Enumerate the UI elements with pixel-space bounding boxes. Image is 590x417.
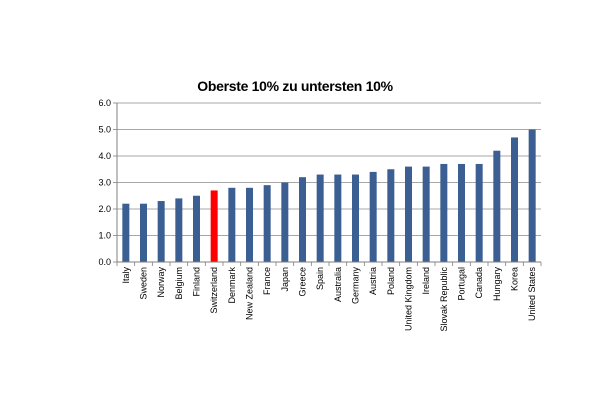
bars (122, 129, 536, 262)
x-tick-label: Germany (351, 267, 361, 305)
bar-korea (511, 137, 518, 262)
bar-canada (475, 163, 483, 262)
x-tick-label: Sweden (139, 267, 149, 300)
bar-denmark (228, 187, 236, 262)
x-tick-label: Slovak Republic (439, 267, 449, 332)
x-tick-label: United Kingdom (404, 267, 414, 331)
x-tick-label: Japan (280, 267, 290, 292)
bar-poland (387, 169, 395, 262)
axes (116, 103, 541, 263)
y-tick-label: 2.0 (98, 204, 111, 214)
x-tick-label: New Zealand (245, 267, 255, 320)
gridlines (113, 102, 541, 263)
bar-australia (334, 174, 342, 262)
x-axis-ticks: Italy Sweden Norway Belgium Finland Switzerla… (116, 262, 542, 332)
bar-austria (369, 171, 377, 262)
x-tick-label: Belgium (174, 267, 184, 300)
y-axis-ticks: 0.0 1.0 2.0 3.0 4.0 5.0 6.0 (98, 98, 111, 267)
x-tick-label: Switzerland (209, 267, 219, 314)
bar-belgium (175, 198, 183, 262)
y-tick-label: 0.0 (98, 257, 111, 267)
bar-italy (122, 203, 130, 262)
x-tick-label: Poland (386, 267, 396, 295)
bar-norway (157, 201, 165, 262)
y-tick-label: 3.0 (98, 178, 111, 188)
y-tick-label: 5.0 (98, 125, 111, 135)
bar-japan (281, 182, 289, 262)
bar-ireland (422, 166, 430, 262)
x-tick-label: France (262, 267, 272, 295)
x-tick-label: Ireland (421, 267, 431, 295)
y-tick-label: 1.0 (98, 231, 111, 241)
bar-united-states (528, 129, 536, 262)
bar-sweden (140, 203, 147, 262)
x-tick-label: Greece (298, 267, 308, 297)
y-tick-label: 4.0 (98, 151, 111, 161)
bar-switzerland (210, 190, 218, 262)
bar-hungary (493, 150, 501, 262)
y-tick-label: 6.0 (98, 98, 111, 108)
bar-new-zealand (246, 187, 253, 262)
x-tick-label: Italy (121, 267, 131, 284)
bar-finland (193, 195, 200, 262)
x-tick-label: United States (527, 267, 537, 322)
x-tick-label: Portugal (457, 267, 467, 301)
bar-france (263, 185, 271, 262)
x-tick-label: Denmark (227, 267, 237, 304)
bar-slovak-republic (440, 163, 448, 262)
bar-portugal (458, 163, 465, 262)
x-tick-label: Canada (474, 267, 484, 299)
bar-spain (316, 174, 324, 262)
bar-greece (299, 177, 306, 262)
x-tick-label: Korea (510, 267, 520, 291)
x-tick-label: Spain (315, 267, 325, 290)
x-tick-label: Australia (333, 267, 343, 302)
chart-title: Oberste 10% zu untersten 10% (197, 78, 393, 94)
x-tick-label: Finland (192, 267, 202, 297)
bar-germany (352, 174, 359, 262)
x-tick-label: Hungary (492, 267, 502, 302)
x-tick-label: Norway (156, 267, 166, 298)
bar-united-kingdom (405, 166, 412, 262)
x-tick-label: Austria (368, 267, 378, 295)
